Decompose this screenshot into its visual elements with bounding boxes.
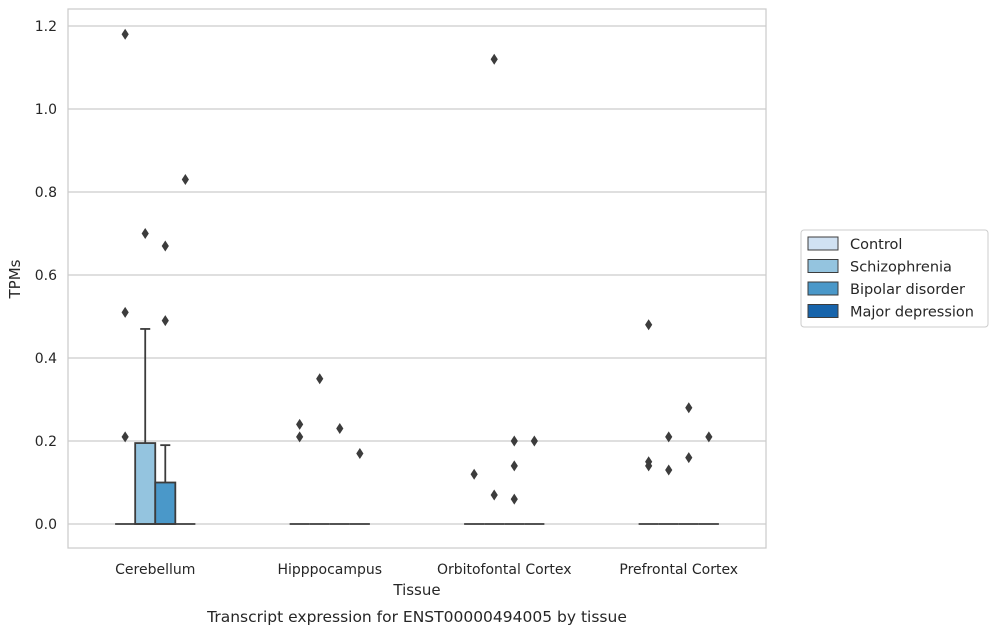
- box-schizophrenia: [658, 431, 679, 525]
- outlier-point: [121, 306, 129, 318]
- legend-label: Bipolar disorder: [850, 282, 965, 298]
- box-control: [115, 28, 136, 525]
- outlier-point: [296, 418, 304, 430]
- outlier-point: [510, 435, 518, 447]
- legend-label: Control: [850, 237, 902, 253]
- y-tick-label: 0.4: [35, 351, 57, 367]
- plot-frame: [67, 8, 767, 549]
- box-bipolar-disorder: [154, 240, 177, 525]
- outlier-point: [470, 468, 478, 480]
- outlier-point: [161, 240, 169, 252]
- legend-swatch: [807, 281, 839, 296]
- box-schizophrenia: [134, 228, 157, 525]
- box-bipolar-disorder: [329, 423, 350, 525]
- x-axis-ticks: Cerebellum Hipppocampus Orbitofontal Corte…: [115, 562, 738, 578]
- x-tick-label: Cerebellum: [115, 562, 195, 578]
- legend-frame: [800, 229, 989, 328]
- outlier-point: [665, 431, 673, 443]
- gridlines: [68, 25, 766, 525]
- box-control: [289, 418, 310, 525]
- outlier-point: [705, 431, 713, 443]
- legend-label: Schizophrenia: [850, 260, 952, 276]
- box-schizophrenia: [484, 53, 505, 525]
- box-control: [464, 468, 485, 525]
- legend-label: Major depression: [850, 305, 974, 321]
- legend-swatch: [807, 304, 839, 318]
- outlier-point: [685, 402, 693, 414]
- outlier-point: [356, 447, 364, 459]
- outlier-point: [141, 228, 149, 239]
- chart-caption: Transcript expression for ENST0000049400…: [206, 608, 627, 626]
- y-axis-ticks: 0.0 0.2 0.4 0.6 0.8 1.0 1.2: [35, 19, 57, 533]
- box-bipolar-disorder: [678, 402, 699, 525]
- outlier-point: [181, 174, 189, 186]
- outlier-point: [530, 435, 538, 447]
- box-control: [638, 319, 659, 525]
- y-tick-label: 0.2: [35, 434, 57, 450]
- y-tick-label: 1.2: [35, 19, 57, 35]
- x-tick-label: Prefrontal Cortex: [619, 562, 738, 578]
- outlier-point: [316, 373, 324, 385]
- outlier-point: [665, 464, 673, 476]
- outlier-point: [121, 431, 129, 443]
- x-axis-title: Tissue: [392, 581, 440, 599]
- y-tick-label: 1.0: [35, 102, 57, 118]
- outlier-point: [296, 431, 304, 443]
- legend-swatch: [807, 259, 839, 273]
- y-tick-label: 0.0: [35, 517, 57, 533]
- box-schizophrenia: [309, 373, 330, 525]
- outlier-point: [645, 456, 653, 468]
- outlier-point: [490, 53, 498, 65]
- outlier-point: [490, 489, 498, 501]
- box-bipolar-disorder: [504, 435, 525, 525]
- box-major-depression: [524, 435, 545, 525]
- box-major-depression: [698, 431, 719, 525]
- outlier-point: [121, 28, 129, 40]
- outlier-point: [336, 423, 344, 435]
- outlier-point: [645, 319, 653, 331]
- box-major-depression: [175, 174, 196, 525]
- outlier-point: [510, 493, 518, 505]
- outlier-point: [510, 460, 518, 472]
- x-tick-label: Orbitofontal Cortex: [437, 562, 572, 578]
- box-major-depression: [349, 447, 370, 525]
- x-tick-label: Hipppocampus: [277, 562, 382, 578]
- legend-swatch: [807, 236, 839, 251]
- box-body: [134, 442, 157, 525]
- outlier-point: [685, 452, 693, 464]
- y-tick-label: 0.8: [35, 185, 57, 201]
- box-groups: [115, 28, 719, 525]
- legend: Control Schizophrenia Bipolar disorder Majo…: [800, 229, 989, 328]
- y-axis-title: TPMs: [6, 259, 24, 299]
- y-tick-label: 0.6: [35, 268, 57, 284]
- box-body: [154, 481, 177, 525]
- outlier-point: [161, 315, 169, 327]
